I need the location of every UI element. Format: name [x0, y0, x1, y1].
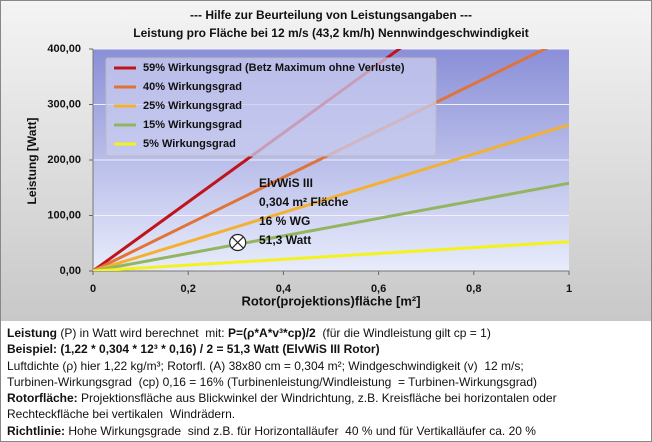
y-tick-label: 200,00 — [47, 154, 81, 166]
note-line: Turbinen-Wirkungsgrad (cp) 0,16 = 16% (T… — [7, 374, 557, 390]
legend-box — [105, 57, 437, 157]
note-text: Rechteckfläche bei vertikalen Windrädern… — [7, 407, 236, 422]
note-line: Leistung (P) in Watt wird berechnet mit:… — [7, 325, 557, 341]
legend-label: 25% Wirkungsgrad — [143, 100, 242, 112]
note-text: Turbinen-Wirkungsgrad (cp) 0,16 = 16% (T… — [7, 374, 538, 389]
legend-label: 15% Wirkungsgrad — [143, 119, 242, 131]
y-tick-label: 300,00 — [47, 98, 81, 110]
note-text: (P) in Watt wird berechnet mit: — [57, 326, 228, 340]
note-text: Projektionsfläche aus Blickwinkel der Wi… — [77, 391, 557, 406]
series-line — [93, 181, 569, 271]
y-tick-label: 400,00 — [47, 43, 81, 55]
chart: --- Hilfe zur Beurteilung von Leistungsa… — [1, 1, 651, 321]
series-line — [93, 123, 569, 271]
chart-title: --- Hilfe zur Beurteilung von Leistungsa… — [190, 8, 472, 22]
note-text: Hohe Wirkungsgrade sind z.B. für Horizon… — [65, 423, 536, 438]
y-tick-label: 100,00 — [47, 209, 81, 221]
note-text: Richtlinie: — [7, 423, 66, 438]
series-line — [93, 240, 569, 271]
annotation-text: ElvWiS III — [259, 176, 313, 190]
y-axis-label: Leistung [Watt] — [25, 118, 39, 205]
note-text: Leistung — [7, 326, 57, 340]
note-text: Luftdichte (ρ) hier 1,22 kg/m³; Rotorfl.… — [7, 358, 524, 373]
x-tick-label: 0,4 — [276, 283, 292, 295]
legend-label: 5% Wirkungsgrad — [143, 138, 236, 150]
note-text: Rotorfläche: — [7, 391, 78, 406]
x-tick-label: 0 — [90, 283, 96, 295]
note-line: Richtlinie: Hohe Wirkungsgrade sind z.B.… — [7, 423, 557, 439]
note-text: P=(ρ*A*v³*cp)/2 — [227, 326, 316, 340]
y-tick-label: 0,00 — [60, 265, 81, 277]
legend-label: 40% Wirkungsgrad — [143, 81, 242, 93]
annotation-text: 51,3 Watt — [259, 233, 311, 247]
notes: Leistung (P) in Watt wird berechnet mit:… — [7, 325, 557, 439]
note-line: Rechteckfläche bei vertikalen Windrädern… — [7, 406, 557, 422]
x-tick-label: 0,8 — [466, 283, 481, 295]
note-line: Beispiel: (1,22 * 0,304 * 12³ * 0,16) / … — [7, 341, 557, 357]
note-line: Rotorfläche: Projektionsfläche aus Blick… — [7, 390, 557, 406]
annotation-marker — [229, 233, 247, 252]
note-text: (für die Windleistung gilt cp = 1) — [315, 326, 491, 340]
marker-cross — [231, 236, 244, 249]
x-tick-label: 1 — [566, 283, 572, 295]
x-axis-label: Rotor(projektions)fläche [m²] — [241, 293, 420, 308]
x-tick-label: 0,2 — [181, 283, 196, 295]
annotation-text: 0,304 m² Fläche — [259, 195, 349, 209]
chart-subtitle: Leistung pro Fläche bei 12 m/s (43,2 km/… — [133, 26, 528, 40]
note-line: Luftdichte (ρ) hier 1,22 kg/m³; Rotorfl.… — [7, 358, 557, 374]
annotation-text: 16 % WG — [259, 214, 310, 228]
legend-label: 59% Wirkungsgrad (Betz Maximum ohne Verl… — [143, 62, 405, 74]
note-text: Beispiel: (1,22 * 0,304 * 12³ * 0,16) / … — [7, 342, 380, 357]
x-tick-label: 0,6 — [371, 283, 386, 295]
